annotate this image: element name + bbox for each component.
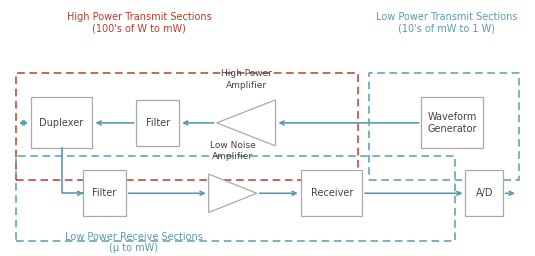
Text: Low Noise
Amplifier: Low Noise Amplifier bbox=[210, 141, 256, 161]
Text: High Power Transmit Sections
(100's of W to mW): High Power Transmit Sections (100's of W… bbox=[67, 12, 211, 33]
Text: Low Power Receive Sections
(μ to mW): Low Power Receive Sections (μ to mW) bbox=[65, 232, 203, 253]
Text: Filter: Filter bbox=[92, 188, 117, 198]
Polygon shape bbox=[209, 174, 257, 212]
Text: Filter: Filter bbox=[146, 118, 170, 128]
Text: Waveform
Generator: Waveform Generator bbox=[427, 112, 477, 134]
Text: A/D: A/D bbox=[476, 188, 493, 198]
Bar bbox=[422, 97, 483, 148]
Bar bbox=[16, 73, 358, 180]
Bar bbox=[136, 100, 179, 146]
Text: Receiver: Receiver bbox=[310, 188, 353, 198]
Bar bbox=[83, 170, 126, 216]
Bar bbox=[301, 170, 363, 216]
Polygon shape bbox=[217, 100, 276, 146]
Bar bbox=[31, 97, 93, 148]
Bar bbox=[16, 156, 455, 241]
Text: Low Power Transmit Sections
(10's of mW to 1 W): Low Power Transmit Sections (10's of mW … bbox=[376, 12, 517, 33]
Text: Duplexer: Duplexer bbox=[40, 118, 83, 128]
Bar bbox=[369, 73, 519, 180]
Text: High Power
Amplifier: High Power Amplifier bbox=[220, 69, 272, 90]
Bar bbox=[465, 170, 503, 216]
